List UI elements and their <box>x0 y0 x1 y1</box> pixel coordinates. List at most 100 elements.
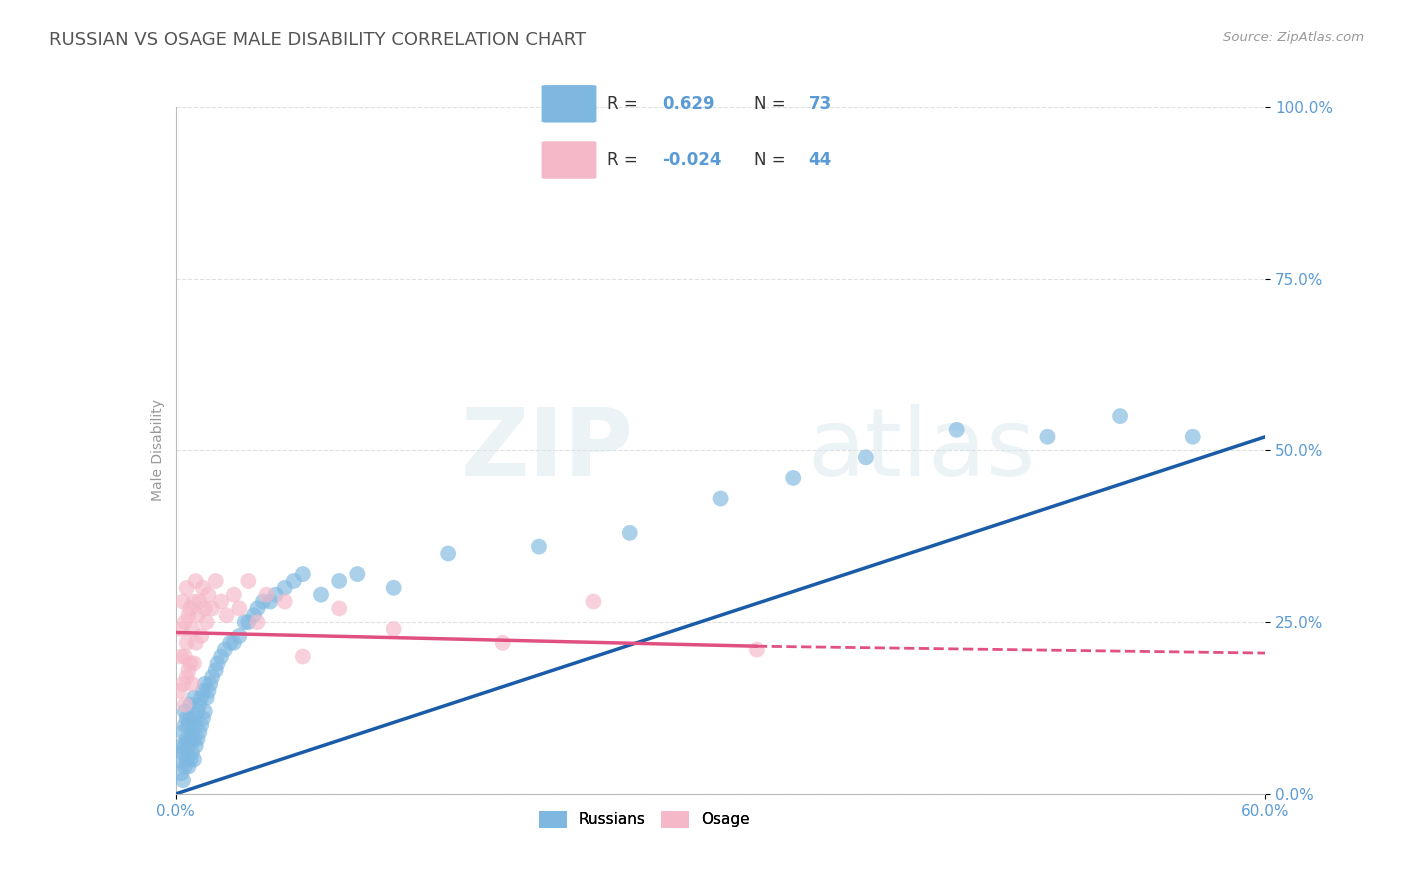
Text: N =: N = <box>754 95 790 112</box>
Point <box>256 588 278 602</box>
Point <box>172 725 194 739</box>
Point <box>382 622 405 636</box>
Y-axis label: Male Disability: Male Disability <box>150 400 165 501</box>
Point <box>228 629 250 643</box>
Point <box>173 739 195 753</box>
Point <box>283 574 305 588</box>
Point <box>194 601 217 615</box>
Point <box>745 642 768 657</box>
Point <box>492 636 515 650</box>
Text: Source: ZipAtlas.com: Source: ZipAtlas.com <box>1223 31 1364 45</box>
Point <box>382 581 405 595</box>
Point <box>222 636 245 650</box>
Point <box>291 649 314 664</box>
Point <box>184 739 207 753</box>
Point <box>177 718 200 732</box>
Point <box>228 601 250 615</box>
Point <box>233 615 256 630</box>
Text: atlas: atlas <box>807 404 1036 497</box>
Point <box>181 725 204 739</box>
Point <box>183 690 205 705</box>
Point <box>945 423 967 437</box>
Point <box>183 731 205 746</box>
Point <box>179 753 201 767</box>
Point <box>246 615 269 630</box>
Point <box>197 588 219 602</box>
Point <box>309 588 332 602</box>
Point <box>238 574 260 588</box>
Point <box>184 718 207 732</box>
Point <box>243 608 266 623</box>
Point <box>291 567 314 582</box>
Text: -0.024: -0.024 <box>662 151 721 169</box>
Point <box>190 718 212 732</box>
Point <box>173 759 195 773</box>
Point <box>184 636 207 650</box>
Point <box>170 649 193 664</box>
Text: RUSSIAN VS OSAGE MALE DISABILITY CORRELATION CHART: RUSSIAN VS OSAGE MALE DISABILITY CORRELA… <box>49 31 586 49</box>
Point <box>173 615 195 630</box>
Point <box>194 705 217 719</box>
Point <box>191 581 214 595</box>
Point <box>201 670 224 684</box>
Point <box>274 594 297 608</box>
Point <box>194 677 217 691</box>
Point <box>173 718 195 732</box>
Point <box>179 698 201 712</box>
Point <box>328 601 350 615</box>
Point <box>1036 430 1059 444</box>
Point <box>172 594 194 608</box>
Point <box>190 629 212 643</box>
FancyBboxPatch shape <box>541 141 596 178</box>
Point <box>176 711 198 725</box>
Point <box>176 670 198 684</box>
Point <box>173 649 195 664</box>
Point <box>176 581 198 595</box>
Point <box>188 725 211 739</box>
Text: ZIP: ZIP <box>461 404 633 497</box>
Point <box>177 759 200 773</box>
Point <box>188 594 211 608</box>
Point <box>179 601 201 615</box>
Point <box>183 753 205 767</box>
Point <box>176 753 198 767</box>
Point <box>209 649 232 664</box>
Point <box>191 683 214 698</box>
Point <box>219 636 242 650</box>
Text: 73: 73 <box>808 95 832 112</box>
Point <box>170 622 193 636</box>
Point <box>527 540 550 554</box>
Point <box>177 739 200 753</box>
Point <box>195 690 218 705</box>
Point <box>274 581 297 595</box>
Point <box>181 622 204 636</box>
Point <box>437 546 460 561</box>
Point <box>169 753 191 767</box>
Text: 44: 44 <box>808 151 832 169</box>
Point <box>238 615 260 630</box>
Point <box>184 574 207 588</box>
Point <box>176 636 198 650</box>
Point <box>197 683 219 698</box>
Point <box>170 766 193 780</box>
Point <box>201 601 224 615</box>
Point <box>1109 409 1132 423</box>
Point <box>619 525 641 540</box>
Point <box>200 677 222 691</box>
Point <box>204 574 226 588</box>
Point <box>179 731 201 746</box>
Point <box>582 594 605 608</box>
Text: R =: R = <box>607 95 644 112</box>
Point <box>172 773 194 788</box>
Point <box>222 588 245 602</box>
Point <box>246 601 269 615</box>
Point <box>186 705 209 719</box>
Point <box>191 711 214 725</box>
Point <box>215 608 238 623</box>
Point <box>186 608 209 623</box>
Point <box>183 711 205 725</box>
Point <box>264 588 287 602</box>
Legend: Russians, Osage: Russians, Osage <box>533 805 755 834</box>
Point <box>173 705 195 719</box>
Text: N =: N = <box>754 151 790 169</box>
